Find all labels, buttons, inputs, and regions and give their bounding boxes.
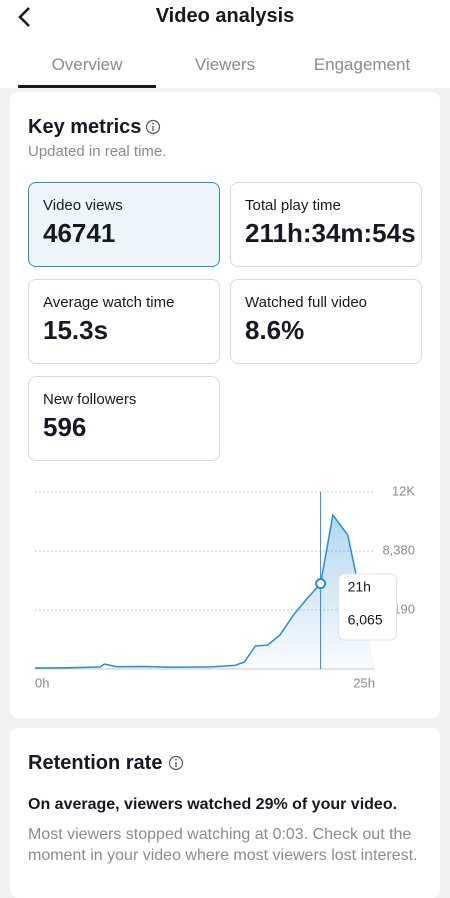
metric-value: 8.6% [245,315,305,345]
tab[interactable]: Engagement [313,55,411,74]
tooltip-box [338,573,398,641]
header [0,0,450,88]
y-tick-label: 8,380 [382,542,415,557]
tab-indicator [18,85,156,88]
tab[interactable]: Viewers [194,55,256,74]
section-title: Key metrics [28,116,142,138]
metric-card[interactable]: Total play time 211h:34m:54s [230,182,422,267]
metric-card[interactable]: Video views 46741 [28,182,220,267]
info-icon[interactable] [145,119,161,135]
metric-card[interactable]: New followers 596 [28,376,220,461]
y-tick-label: 12K [392,483,415,498]
metric-label: Video views [43,197,123,214]
metric-label: Total play time [245,197,341,214]
retention-summary: On average, viewers watched 29% of your … [28,796,398,813]
x-tick-label: 0h [35,675,49,690]
metric-card[interactable]: Average watch time 15.3s [28,279,220,364]
tab[interactable]: Overview [51,55,123,74]
metric-value: 46741 [43,218,116,248]
info-icon[interactable] [168,755,184,771]
metric-label: New followers [43,391,137,408]
metric-value: 596 [43,412,87,442]
back-button[interactable] [14,5,36,29]
tooltip-value: 6,065 [348,612,383,628]
retention-card [10,728,440,898]
x-tick-label: 25h [353,675,375,690]
tooltip-x: 21h [348,579,371,595]
page-title: Video analysis [155,5,295,27]
metric-label: Watched full video [245,294,368,311]
metric-value: 15.3s [43,315,109,345]
metric-label: Average watch time [43,294,175,311]
metric-card[interactable]: Watched full video 8.6% [230,279,422,364]
section-subtitle: Updated in real time. [28,143,167,160]
cursor-point [315,578,327,590]
retention-detail: Most viewers stopped watching at 0:03. C… [28,826,418,864]
area [35,514,375,669]
metric-value: 211h:34m:54s [245,218,416,248]
section-title: Retention rate [28,752,163,774]
